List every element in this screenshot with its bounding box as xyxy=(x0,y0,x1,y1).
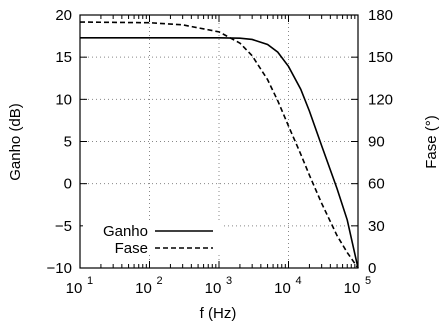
y-left-tick-label: −5 xyxy=(55,218,72,235)
y-right-tick-label: 150 xyxy=(368,49,393,66)
x-tick-exponent: 1 xyxy=(87,275,93,287)
legend-label-fase: Fase xyxy=(115,240,148,257)
x-tick-label: 10 xyxy=(205,280,222,297)
y-right-tick-label: 30 xyxy=(368,218,385,235)
y-right-tick-label: 0 xyxy=(368,260,376,277)
x-tick-label: 10 xyxy=(135,280,152,297)
x-tick-label: 10 xyxy=(274,280,291,297)
y-left-tick-label: 5 xyxy=(64,134,72,151)
y-right-tick-label: 120 xyxy=(368,91,393,108)
tick-labels: 10 1 10 2 10 3 10 4 10 520151050−5−10180150120906… xyxy=(47,7,393,297)
y-left-tick-label: 20 xyxy=(55,7,72,24)
series-lines xyxy=(79,21,359,269)
x-tick-label: 10 xyxy=(66,280,83,297)
y-right-tick-label: 180 xyxy=(368,7,393,24)
series-ganho-line xyxy=(80,36,359,269)
y-left-tick-label: 15 xyxy=(55,49,72,66)
tick-marks xyxy=(79,14,359,269)
x-tick-label: 10 xyxy=(344,280,361,297)
y-left-tick-label: 10 xyxy=(55,91,72,108)
y-right-tick-label: 90 xyxy=(368,134,385,151)
x-axis-label: f (Hz) xyxy=(200,305,237,322)
x-tick-exponent: 3 xyxy=(226,275,232,287)
y-right-tick-label: 60 xyxy=(368,176,385,193)
y-axis-label-right: Fase (°) xyxy=(423,115,440,169)
legend-label-ganho: Ganho xyxy=(103,223,148,240)
legend-box xyxy=(83,221,223,255)
series-fase-line xyxy=(79,21,359,269)
x-tick-exponent: 5 xyxy=(365,275,371,287)
y-axis-label-left: Ganho (dB) xyxy=(7,103,24,181)
y-left-tick-label: 0 xyxy=(64,176,72,193)
x-tick-exponent: 4 xyxy=(295,275,301,287)
y-left-tick-label: −10 xyxy=(47,260,72,277)
x-tick-exponent: 2 xyxy=(156,275,162,287)
